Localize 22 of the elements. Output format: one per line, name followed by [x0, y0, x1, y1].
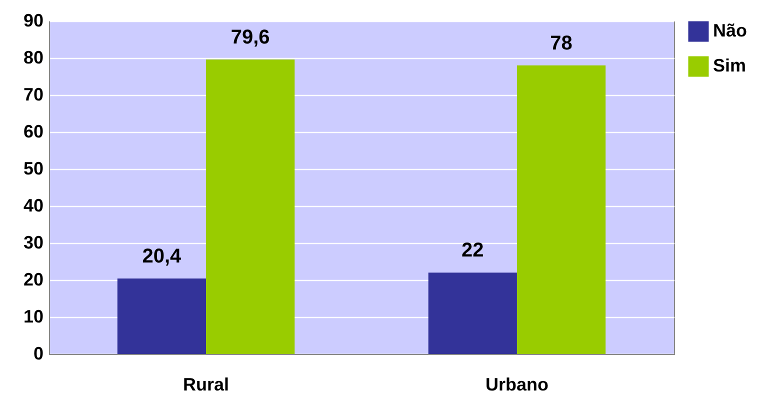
- bar: [516, 65, 606, 354]
- bar: [117, 278, 206, 354]
- x-tick-label: Urbano: [485, 374, 548, 394]
- x-tick-label: Rural: [183, 374, 230, 394]
- y-tick-label: 20: [23, 270, 44, 290]
- legend-label: Não: [713, 20, 748, 40]
- data-label: 22: [462, 240, 484, 262]
- y-tick-label: 10: [23, 306, 44, 326]
- data-label: 79,6: [230, 26, 270, 48]
- legend-label: Sim: [713, 56, 746, 76]
- bar: [428, 272, 517, 354]
- y-tick-label: 30: [23, 232, 44, 252]
- y-tick-label: 70: [23, 84, 44, 104]
- data-label: 78: [550, 32, 572, 54]
- y-tick-label: 40: [23, 196, 44, 216]
- bar: [206, 59, 295, 354]
- y-tick-label: 50: [23, 158, 44, 178]
- y-tick-label: 0: [33, 344, 44, 364]
- y-tick-label: 90: [23, 10, 44, 30]
- y-tick-label: 80: [23, 48, 44, 68]
- y-tick-label: 60: [23, 122, 44, 142]
- data-label: 20,4: [142, 246, 182, 268]
